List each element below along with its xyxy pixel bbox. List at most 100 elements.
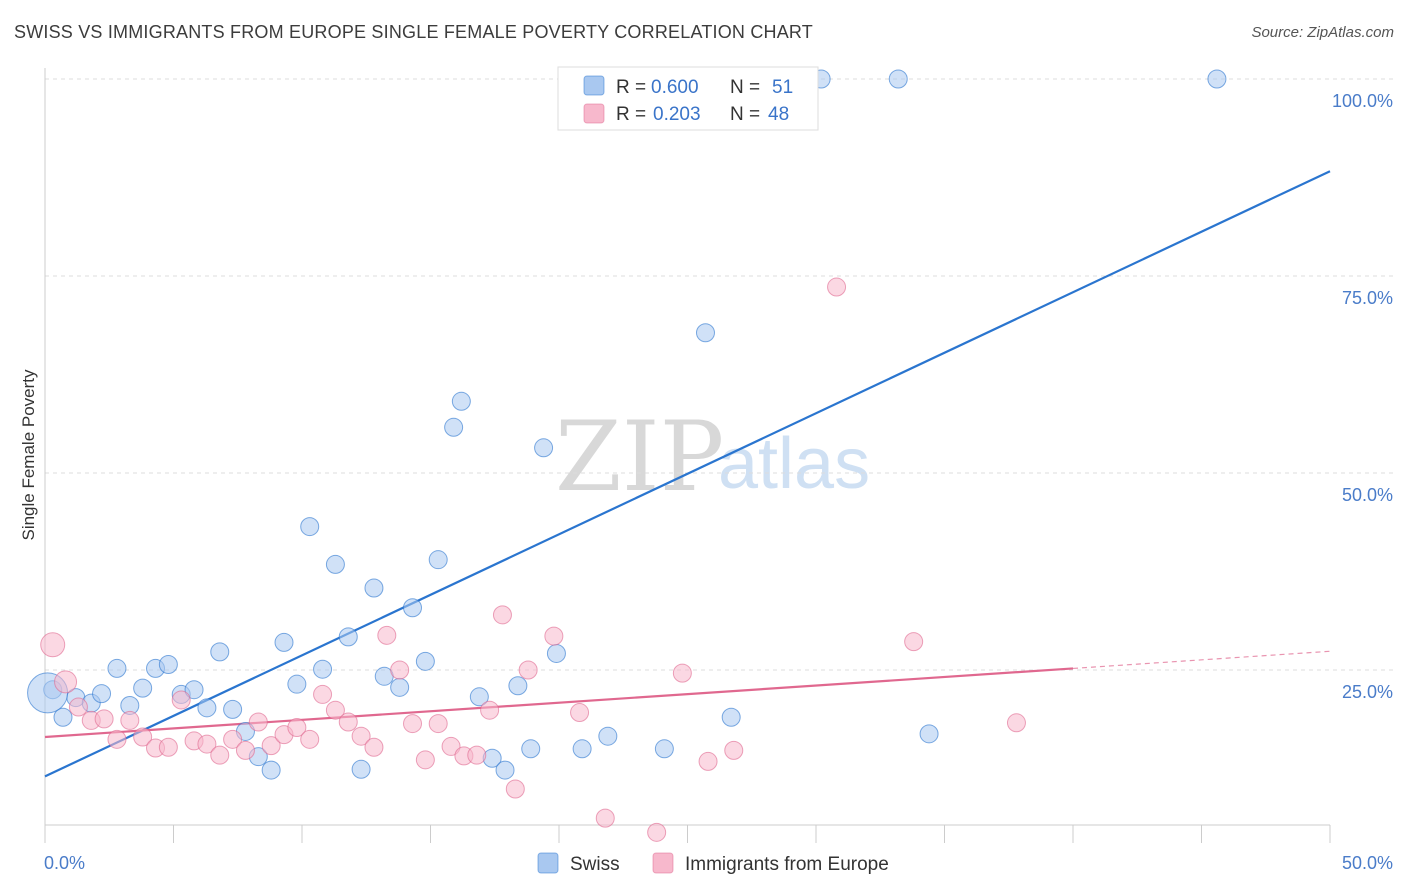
point-europe-21 xyxy=(313,684,333,704)
point-europe-47 xyxy=(1006,713,1026,733)
point-europe-13 xyxy=(210,745,230,765)
x-tick-label-max: 50.0% xyxy=(1342,853,1393,873)
point-europe-27 xyxy=(390,660,410,680)
point-swiss-48 xyxy=(919,724,939,744)
point-swiss-27 xyxy=(390,677,410,697)
point-swiss-21 xyxy=(313,659,333,679)
point-swiss-31 xyxy=(444,417,464,437)
point-swiss-20 xyxy=(300,517,320,537)
point-europe-22 xyxy=(325,700,345,720)
legend-swatch-swiss xyxy=(583,75,605,96)
point-europe-23 xyxy=(338,712,358,732)
point-europe-6 xyxy=(120,710,140,730)
trend-line-europe xyxy=(44,667,1074,739)
point-europe-25 xyxy=(364,737,384,757)
point-europe-46 xyxy=(904,632,924,652)
trend-line-swiss xyxy=(44,170,1331,778)
bottom-legend-swiss: Swiss xyxy=(570,854,620,875)
point-swiss-45 xyxy=(721,707,741,727)
point-swiss-22 xyxy=(325,554,345,574)
bottom-legend-swatch-swiss xyxy=(537,852,559,874)
point-swiss-35 xyxy=(495,760,515,780)
point-europe-45 xyxy=(827,277,847,297)
y-tick-label-100: 100.0% xyxy=(1332,91,1393,111)
point-europe-4 xyxy=(94,709,114,729)
point-europe-31 xyxy=(441,736,461,756)
bottom-legend-europe: Immigrants from Europe xyxy=(685,854,889,875)
point-swiss-32 xyxy=(451,391,471,411)
point-europe-7 xyxy=(133,727,153,747)
point-europe-30 xyxy=(428,714,448,734)
legend-r-value-europe: 0.203 xyxy=(653,104,701,125)
point-europe-20 xyxy=(300,729,320,749)
point-europe-35 xyxy=(492,605,512,625)
point-swiss-43 xyxy=(654,739,674,759)
point-europe-0 xyxy=(40,632,66,658)
point-swiss-17 xyxy=(261,760,281,780)
legend-r-value-swiss: 0.600 xyxy=(651,77,699,98)
y-axis-label: Single Female Poverty xyxy=(19,369,38,541)
point-swiss-9 xyxy=(158,654,178,674)
y-tick-label-50: 50.0% xyxy=(1342,485,1393,505)
point-swiss-7 xyxy=(133,678,153,698)
point-europe-14 xyxy=(223,729,243,749)
point-europe-38 xyxy=(544,626,564,646)
point-europe-19 xyxy=(287,718,307,738)
point-europe-2 xyxy=(68,697,88,717)
legend-n-label-1: N = xyxy=(730,77,760,98)
point-europe-15 xyxy=(235,740,255,760)
legend-r-label-1: R = xyxy=(616,77,646,98)
point-swiss-36 xyxy=(508,676,528,696)
tick-labels: 25.0% 50.0% 75.0% 100.0% 0.0% 50.0% xyxy=(44,91,1393,873)
legend-box: R = 0.600 N = 51 R = 0.203 N = 48 xyxy=(557,66,819,131)
source-label: Source: ZipAtlas.com xyxy=(1251,24,1394,41)
point-swiss-30 xyxy=(428,550,448,570)
watermark-atlas: atlas xyxy=(718,424,870,504)
bottom-legend: Swiss Immigrants from Europe xyxy=(537,852,889,875)
point-swiss-47 xyxy=(888,69,908,89)
point-swiss-41 xyxy=(598,726,618,746)
point-europe-24 xyxy=(351,726,371,746)
point-europe-16 xyxy=(248,712,268,732)
point-europe-12 xyxy=(197,734,217,754)
point-europe-33 xyxy=(467,745,487,765)
point-swiss-11 xyxy=(184,680,204,700)
point-swiss-12 xyxy=(197,698,217,718)
legend-r-label-2: R = xyxy=(616,104,646,125)
point-europe-42 xyxy=(672,663,692,683)
point-swiss-1 xyxy=(53,707,73,727)
watermark: ZIP atlas xyxy=(555,401,870,513)
point-europe-39 xyxy=(570,703,590,723)
chart-title: SWISS VS IMMIGRANTS FROM EUROPE SINGLE F… xyxy=(14,22,813,42)
point-europe-1 xyxy=(54,670,78,694)
point-swiss-49 xyxy=(1207,69,1227,89)
legend-swatch-europe xyxy=(583,103,605,124)
point-swiss-44 xyxy=(695,323,715,343)
x-tick-label-min: 0.0% xyxy=(44,853,85,873)
legend-n-value-europe: 48 xyxy=(768,104,789,125)
point-swiss-24 xyxy=(351,759,371,779)
point-swiss-39 xyxy=(546,643,566,663)
bottom-legend-swatch-europe xyxy=(652,852,674,874)
data-points xyxy=(27,69,1227,842)
y-tick-label-25: 25.0% xyxy=(1342,682,1393,702)
point-europe-40 xyxy=(595,808,615,828)
point-europe-26 xyxy=(377,625,397,645)
point-swiss-37 xyxy=(521,739,541,759)
point-swiss-29 xyxy=(415,651,435,671)
point-europe-5 xyxy=(107,729,127,749)
point-swiss-28 xyxy=(403,598,423,618)
trend-line-europe-extension xyxy=(1072,650,1331,670)
point-swiss-4 xyxy=(92,684,112,704)
point-swiss-40 xyxy=(572,739,592,759)
point-swiss-25 xyxy=(364,578,384,598)
y-tick-label-75: 75.0% xyxy=(1342,288,1393,308)
point-swiss-23 xyxy=(338,627,358,647)
point-swiss-18 xyxy=(274,632,294,652)
point-europe-44 xyxy=(724,740,744,760)
point-europe-9 xyxy=(158,737,178,757)
legend-n-value-swiss: 51 xyxy=(772,77,793,98)
point-europe-36 xyxy=(505,779,525,799)
point-europe-43 xyxy=(698,751,718,771)
